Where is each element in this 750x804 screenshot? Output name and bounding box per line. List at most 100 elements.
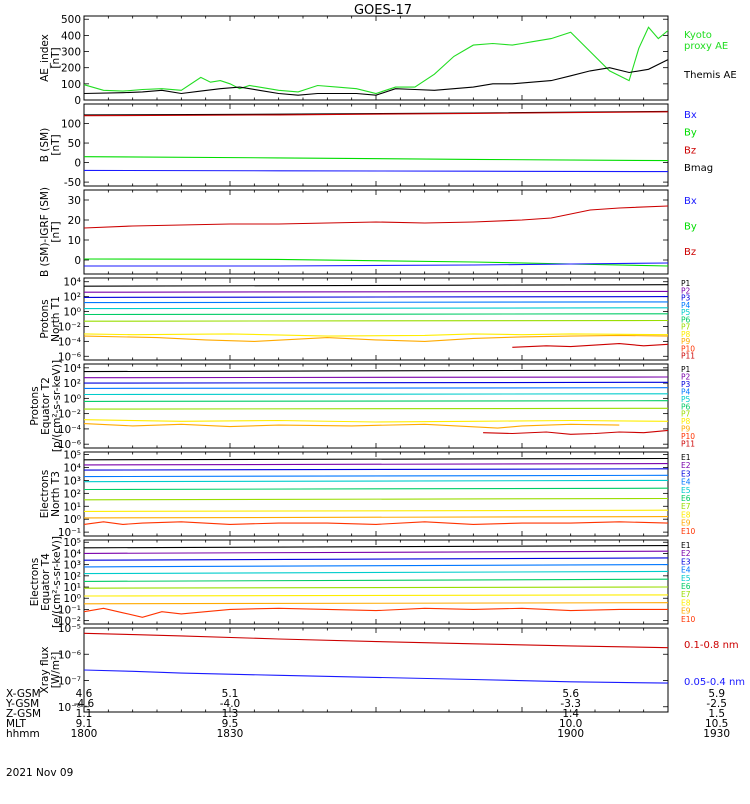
series-line-e1 bbox=[83, 457, 669, 461]
legend-entry: P1 bbox=[681, 279, 691, 288]
panel-frame bbox=[83, 15, 669, 101]
series-line-e5 bbox=[83, 479, 669, 483]
y-tick-label: 0 bbox=[74, 158, 81, 170]
series-line-e2 bbox=[83, 550, 669, 554]
legend-entry: P9 bbox=[681, 337, 691, 346]
orbit-cell: 1.5 bbox=[708, 708, 725, 720]
y-axis-label: Protons bbox=[29, 386, 41, 425]
legend-entry: proxy AE bbox=[684, 41, 728, 52]
legend-entry: P2 bbox=[681, 372, 691, 381]
legend-entry: Bmag bbox=[684, 163, 713, 174]
legend-entry: P10 bbox=[681, 344, 695, 353]
legend-entry: E8 bbox=[681, 598, 691, 607]
legend-entry: P3 bbox=[681, 380, 691, 389]
series-line-e8 bbox=[83, 509, 669, 512]
y-tick-label: -50 bbox=[64, 177, 81, 189]
series-line-e10 bbox=[83, 521, 669, 525]
plot-title: GOES-17 bbox=[354, 3, 412, 18]
series-line-e3 bbox=[83, 468, 669, 471]
y-tick-label: 10⁴ bbox=[63, 277, 81, 289]
panel-bsm: -50 0 50 100 B (SM) [nT] Bx By Bz Bmag bbox=[39, 103, 713, 189]
y-axis-label: [nT] bbox=[50, 47, 62, 68]
orbit-cell: 9.5 bbox=[222, 718, 239, 730]
orbit-cell: -2.5 bbox=[706, 698, 727, 710]
y-axis-label: B (SM) bbox=[39, 128, 51, 162]
orbit-row-label: X-GSM bbox=[6, 688, 41, 700]
legend-entry: P11 bbox=[681, 352, 695, 361]
series-line-p2 bbox=[83, 376, 669, 379]
panel-frame bbox=[83, 189, 669, 275]
y-tick-label: 10⁻² bbox=[58, 321, 81, 333]
y-tick-label: 10⁰ bbox=[63, 514, 81, 526]
legend-entry: E2 bbox=[681, 549, 691, 558]
series-line-e4 bbox=[83, 564, 669, 568]
legend-entry: P4 bbox=[681, 387, 691, 396]
y-axis-label: Xray flux bbox=[39, 647, 51, 694]
series-line-p8 bbox=[83, 333, 669, 337]
legend-entry: E6 bbox=[681, 494, 691, 503]
legend-entry: P11 bbox=[681, 440, 695, 449]
legend-entry: E9 bbox=[681, 607, 691, 616]
series-line-e7 bbox=[83, 586, 669, 589]
orbit-cell: 10.0 bbox=[559, 718, 582, 730]
series-line-p7 bbox=[83, 407, 669, 410]
orbit-cell: -4.0 bbox=[220, 698, 241, 710]
y-tick-label: 10⁻⁷ bbox=[58, 676, 81, 688]
y-tick-label: 10¹ bbox=[63, 501, 81, 513]
legend-entry: E7 bbox=[681, 502, 691, 511]
legend-entry: Bz bbox=[684, 145, 696, 156]
orbit-cell: 5.6 bbox=[562, 688, 579, 700]
orbit-cell: 4.6 bbox=[76, 688, 93, 700]
legend-entry: P5 bbox=[681, 308, 691, 317]
orbit-cell: 9.1 bbox=[76, 718, 93, 730]
series-line-p11 bbox=[512, 343, 669, 348]
panel-protons_t2: 10⁻⁶ 10⁻⁴ 10⁻² 10⁰ 10² 10⁴ Protons Equator T2 [p… bbox=[29, 360, 695, 452]
legend-entry: P7 bbox=[681, 323, 691, 332]
orbit-cell: 1930 bbox=[703, 728, 730, 740]
series-line-e2 bbox=[83, 463, 669, 466]
y-tick-label: 10⁻⁴ bbox=[58, 424, 81, 436]
legend-entry: By bbox=[684, 128, 697, 139]
series-line-bx bbox=[84, 262, 669, 267]
legend-entry: E10 bbox=[681, 615, 696, 624]
legend-entry: E5 bbox=[681, 574, 691, 583]
orbit-row-label: Z-GSM bbox=[6, 708, 41, 720]
panel-frame bbox=[83, 103, 669, 187]
legend-entry: E4 bbox=[681, 566, 691, 575]
y-tick-label: 300 bbox=[61, 47, 81, 59]
y-tick-label: 10² bbox=[63, 378, 81, 390]
y-tick-label: 0 bbox=[74, 95, 81, 107]
y-tick-label: 10 bbox=[68, 235, 81, 247]
legend-entry: P8 bbox=[681, 330, 691, 339]
y-tick-label: 10⁻² bbox=[58, 409, 81, 421]
orbit-row-label: Y-GSM bbox=[5, 698, 39, 710]
y-tick-label: 10⁻⁸ bbox=[58, 702, 81, 714]
legend-entry: E7 bbox=[681, 590, 691, 599]
orbit-cell: 1.4 bbox=[562, 708, 579, 720]
y-tick-label: 10² bbox=[63, 571, 81, 583]
series-line-p1 bbox=[83, 369, 669, 373]
y-axis-label: [e/(cm²-s-sr-keV)] bbox=[51, 536, 63, 628]
y-tick-label: 10⁰ bbox=[63, 307, 81, 319]
series-line-e9 bbox=[83, 602, 669, 605]
y-axis-label: Electrons bbox=[39, 470, 51, 519]
series-line-e9 bbox=[83, 516, 669, 519]
y-axis-label: [nT] bbox=[50, 134, 62, 155]
series-line-p4 bbox=[83, 301, 669, 304]
legend-entry: P6 bbox=[681, 402, 691, 411]
orbit-cell: 1830 bbox=[217, 728, 244, 740]
y-tick-label: 100 bbox=[61, 79, 81, 91]
series-line-p4 bbox=[83, 387, 669, 389]
y-tick-label: 10⁻² bbox=[58, 616, 81, 628]
y-axis-label: [nT] bbox=[50, 221, 62, 242]
orbit-row-label: hhmm bbox=[6, 728, 40, 740]
orbit-cell: 1.1 bbox=[76, 708, 93, 720]
panel-xray: 10⁻⁸ 10⁻⁷ 10⁻⁶ 10⁻⁵ Xray flux [W/m²] 0.1-0.8 n… bbox=[39, 623, 745, 714]
legend-entry: P3 bbox=[681, 294, 691, 303]
orbit-cell: 1.3 bbox=[222, 708, 239, 720]
series-line-p8 bbox=[83, 419, 669, 423]
series-line-p3 bbox=[83, 381, 669, 384]
